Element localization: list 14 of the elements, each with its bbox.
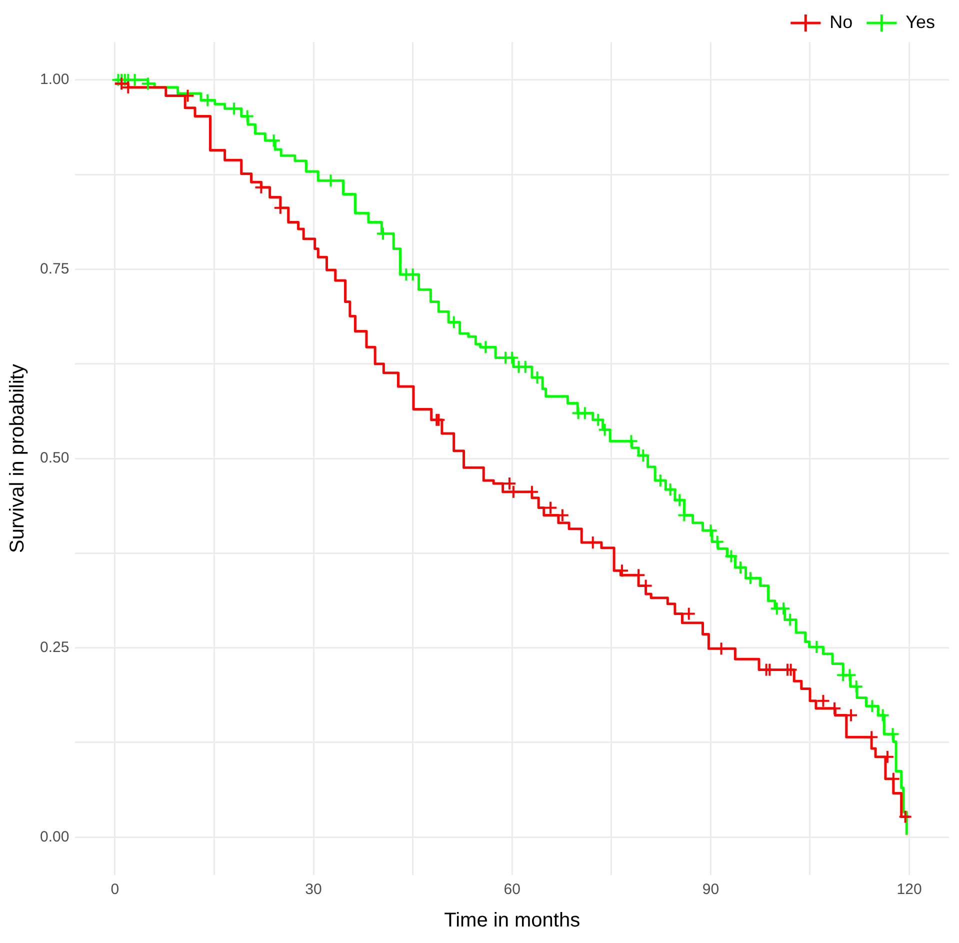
x-tick-label: 60 (504, 881, 520, 898)
y-tick-label: 0.50 (40, 450, 70, 467)
y-tick-label: 0.75 (40, 260, 70, 278)
x-tick-label: 120 (896, 881, 922, 898)
y-tick-label: 0.00 (40, 828, 70, 846)
legend-label: No (830, 12, 853, 32)
y-tick-label: 1.00 (40, 71, 70, 88)
legend-label: Yes (906, 12, 936, 32)
x-tick-label: 90 (702, 881, 720, 898)
x-tick-label: 30 (305, 881, 322, 898)
y-tick-label: 0.25 (40, 638, 70, 656)
x-tick-label: 0 (110, 881, 120, 898)
y-axis-title: Survival in probability (6, 364, 29, 553)
x-axis-title: Time in months (444, 910, 580, 932)
